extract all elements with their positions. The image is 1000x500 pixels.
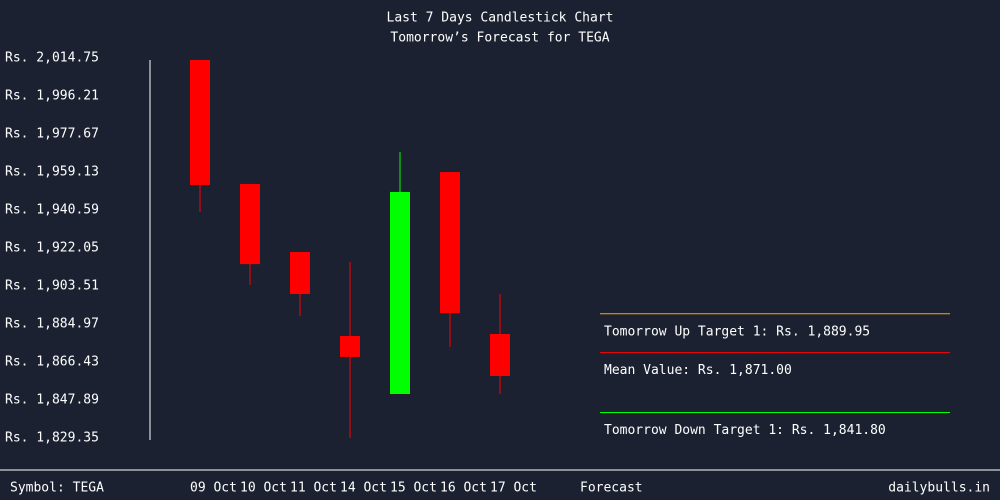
y-tick-label: Rs. 1,959.13 — [5, 165, 99, 180]
x-tick-label: 09 Oct — [190, 481, 237, 496]
forecast-text: Mean Value: Rs. 1,871.00 — [604, 363, 792, 378]
candle-body — [490, 333, 510, 376]
candle-body — [390, 191, 410, 395]
y-tick-label: Rs. 1,866.43 — [5, 355, 99, 370]
x-tick-label: 11 Oct — [290, 481, 337, 496]
y-tick-label: Rs. 1,903.51 — [5, 279, 99, 294]
chart-subtitle: Tomorrow’s Forecast for TEGA — [390, 31, 609, 46]
symbol: Symbol: TEGA — [10, 481, 104, 496]
x-tick-label: 15 Oct — [390, 481, 437, 496]
y-tick-label: Rs. 1,977.67 — [5, 127, 99, 142]
x-tick-label: 14 Oct — [340, 481, 387, 496]
chart-title: Last 7 Days Candlestick Chart — [387, 11, 614, 26]
forecast-text: Tomorrow Down Target 1: Rs. 1,841.80 — [604, 423, 886, 438]
y-tick-label: Rs. 2,014.75 — [5, 51, 99, 66]
y-tick-label: Rs. 1,847.89 — [5, 393, 99, 408]
forecast-label: Forecast — [580, 481, 643, 496]
x-tick-label: 17 Oct — [490, 481, 537, 496]
y-tick-label: Rs. 1,829.35 — [5, 431, 99, 446]
candle-body — [190, 59, 210, 185]
candle-body — [440, 172, 460, 314]
x-tick-label: 10 Oct — [240, 481, 287, 496]
forecast-text: Tomorrow Up Target 1: Rs. 1,889.95 — [604, 324, 870, 339]
y-tick-label: Rs. 1,922.05 — [5, 241, 99, 256]
candle-body — [340, 336, 360, 357]
y-tick-label: Rs. 1,940.59 — [5, 203, 99, 218]
candle-body — [290, 251, 310, 295]
candle-body — [240, 183, 260, 265]
y-tick-label: Rs. 1,884.97 — [5, 317, 99, 332]
source: dailybulls.in — [888, 481, 990, 496]
x-tick-label: 16 Oct — [440, 481, 487, 496]
y-tick-label: Rs. 1,996.21 — [5, 89, 99, 104]
